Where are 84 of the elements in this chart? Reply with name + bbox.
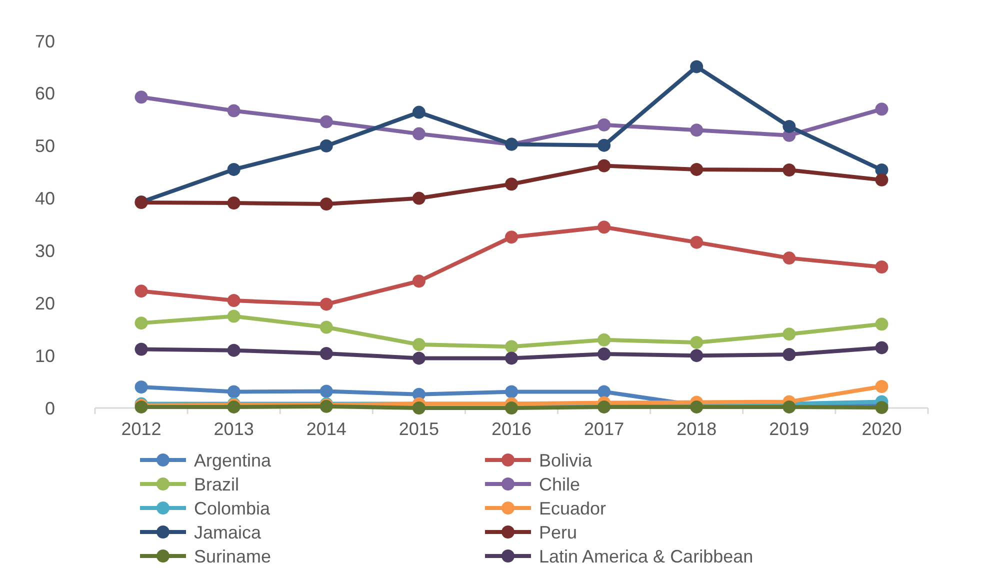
y-tick-label: 10 <box>34 346 55 366</box>
legend-label: Peru <box>539 522 578 542</box>
y-tick-label: 70 <box>34 31 55 52</box>
legend-label: Brazil <box>194 474 240 494</box>
point <box>690 124 704 137</box>
point <box>875 380 888 394</box>
point <box>227 162 240 176</box>
legend-label: Suriname <box>194 546 272 566</box>
point <box>598 138 611 152</box>
point <box>505 385 518 398</box>
x-tick-label: 2013 <box>214 419 254 439</box>
point <box>690 236 704 249</box>
y-tick-label: 60 <box>34 84 55 104</box>
point <box>134 316 148 330</box>
point <box>875 341 888 354</box>
legend-label: Chile <box>539 474 580 494</box>
point <box>690 60 704 74</box>
legend-label: Latin America & Caribbean <box>539 546 754 566</box>
point <box>598 385 611 398</box>
point <box>412 127 426 140</box>
point <box>598 220 611 234</box>
y-tick-label: 40 <box>34 188 55 209</box>
y-tick-label: 30 <box>34 241 55 262</box>
x-tick-label: 2015 <box>398 419 439 439</box>
point <box>505 352 518 365</box>
point <box>598 348 611 360</box>
y-tick-label: 0 <box>44 398 55 418</box>
x-tick-label: 2017 <box>584 419 624 439</box>
point <box>505 230 518 244</box>
point <box>782 120 796 133</box>
point <box>782 348 796 362</box>
x-tick-label: 2020 <box>862 419 902 439</box>
point <box>598 333 611 346</box>
legend-label: Colombia <box>194 498 272 518</box>
point <box>134 90 148 104</box>
point <box>412 338 426 352</box>
point <box>134 284 148 298</box>
x-tick-label: 2018 <box>676 419 717 439</box>
x-tick-label: 2014 <box>306 419 346 439</box>
point <box>690 162 704 176</box>
point <box>782 328 796 341</box>
point <box>227 294 240 308</box>
point <box>412 352 426 365</box>
legend-label: Argentina <box>194 450 272 470</box>
point <box>227 385 240 398</box>
point <box>227 104 240 118</box>
x-tick-label: 2012 <box>121 419 162 439</box>
legend-label: Jamaica <box>194 522 262 542</box>
point <box>598 159 611 172</box>
point <box>227 310 240 323</box>
point <box>875 318 888 331</box>
point <box>782 163 796 176</box>
point <box>134 380 148 394</box>
y-tick-label: 20 <box>34 293 55 314</box>
point <box>690 336 704 349</box>
point <box>412 274 426 288</box>
point <box>875 173 888 186</box>
point <box>320 115 333 128</box>
point <box>227 344 240 357</box>
point <box>320 198 333 211</box>
point <box>320 320 333 334</box>
legend-label: Ecuador <box>539 498 606 518</box>
point <box>875 260 888 274</box>
point <box>320 346 333 360</box>
point <box>782 252 796 265</box>
point <box>412 402 426 414</box>
point <box>412 192 426 205</box>
point <box>690 349 704 362</box>
point <box>505 178 518 191</box>
point <box>875 102 888 116</box>
point <box>134 342 148 356</box>
point <box>598 118 611 132</box>
point <box>320 139 333 152</box>
point <box>505 402 518 414</box>
x-tick-label: 2019 <box>769 419 810 439</box>
point <box>505 340 518 354</box>
legend-label: Bolivia <box>539 450 594 470</box>
point <box>598 400 611 414</box>
x-tick-label: 2016 <box>491 419 532 439</box>
point <box>320 384 333 398</box>
point <box>227 196 240 210</box>
point <box>320 298 333 311</box>
point <box>412 106 426 119</box>
y-tick-label: 50 <box>34 136 55 156</box>
